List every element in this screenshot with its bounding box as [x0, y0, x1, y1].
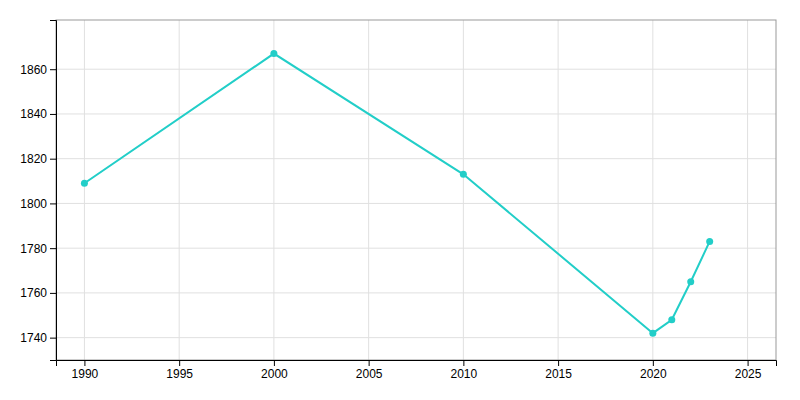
y-tick-mark — [50, 114, 56, 115]
x-tick-mark — [84, 360, 85, 366]
x-grid-line — [84, 20, 85, 360]
x-tick-label: 2015 — [545, 367, 572, 381]
x-tick: 1995 — [166, 360, 193, 381]
y-grid-line — [56, 69, 776, 70]
point — [270, 50, 277, 57]
x-grid-line — [652, 20, 653, 360]
line — [84, 54, 709, 334]
x-tick-label: 2000 — [261, 367, 288, 381]
x-tick-mark — [748, 360, 749, 366]
point — [706, 238, 713, 245]
y-tick-label: 1740 — [20, 331, 47, 345]
y-grid-line — [56, 203, 776, 204]
x-tick: 2005 — [356, 360, 383, 381]
x-grid-line — [747, 20, 748, 360]
y-tick: 1840 — [20, 107, 56, 121]
y-tick-mark — [50, 338, 56, 339]
y-tick: 1740 — [20, 331, 56, 345]
x-tick: 2025 — [735, 360, 762, 381]
y-tick: 1860 — [20, 63, 56, 77]
y-tick-label: 1800 — [20, 197, 47, 211]
x-tick-label: 2025 — [735, 367, 762, 381]
x-tick: 2020 — [640, 360, 667, 381]
y-tick-mark — [50, 69, 56, 70]
x-grid-line — [368, 20, 369, 360]
y-grid-line — [56, 113, 776, 114]
y-tick-mark — [50, 248, 56, 249]
y-tick: 1800 — [20, 197, 56, 211]
x-tick: 2015 — [545, 360, 572, 381]
y-grid-line — [56, 292, 776, 293]
point — [649, 330, 656, 337]
y-tick: 1820 — [20, 152, 56, 166]
x-grid-line — [558, 20, 559, 360]
x-grid-line — [179, 20, 180, 360]
x-tick-label: 2005 — [356, 367, 383, 381]
y-axis-line — [50, 21, 57, 361]
x-tick-label: 1995 — [166, 367, 193, 381]
x-tick-mark — [653, 360, 654, 366]
x-tick-mark — [369, 360, 370, 366]
x-tick-mark — [274, 360, 275, 366]
y-tick-mark — [50, 293, 56, 294]
point — [687, 278, 694, 285]
y-tick-label: 1860 — [20, 63, 47, 77]
point — [81, 180, 88, 187]
plot: 1990 1995 2000 2005 2010 2015 2020 2025 1740 1760… — [20, 20, 776, 381]
grid — [56, 20, 776, 360]
x-tick-mark — [463, 360, 464, 366]
x-tick-mark — [179, 360, 180, 366]
point — [668, 316, 675, 323]
plot-frame — [56, 20, 776, 360]
y-tick: 1780 — [20, 241, 56, 255]
y-tick-mark — [50, 159, 56, 160]
y-tick-mark — [50, 203, 56, 204]
y-tick-label: 1840 — [20, 107, 47, 121]
marks — [81, 50, 713, 337]
y-grid-line — [56, 337, 776, 338]
x-grid-line — [463, 20, 464, 360]
y-tick-label: 1780 — [20, 241, 47, 255]
x-tick-mark — [558, 360, 559, 366]
x-grid-line — [273, 20, 274, 360]
x-axis: 1990 1995 2000 2005 2010 2015 2020 2025 — [57, 360, 777, 381]
point — [460, 171, 467, 178]
y-tick-label: 1820 — [20, 152, 47, 166]
x-tick: 2010 — [451, 360, 478, 381]
x-axis-line — [57, 361, 777, 367]
chart: 1990 1995 2000 2005 2010 2015 2020 2025 1740 1760… — [0, 0, 800, 400]
x-tick-label: 2010 — [451, 367, 478, 381]
x-tick-label: 2020 — [640, 367, 667, 381]
y-grid-line — [56, 158, 776, 159]
y-axis: 1740 1760 1780 1800 1820 1840 1860 — [20, 21, 56, 361]
x-tick-label: 1990 — [72, 367, 99, 381]
y-tick: 1760 — [20, 286, 56, 300]
x-tick: 2000 — [261, 360, 288, 381]
y-tick-label: 1760 — [20, 286, 47, 300]
y-grid-line — [56, 248, 776, 249]
x-tick: 1990 — [72, 360, 99, 381]
